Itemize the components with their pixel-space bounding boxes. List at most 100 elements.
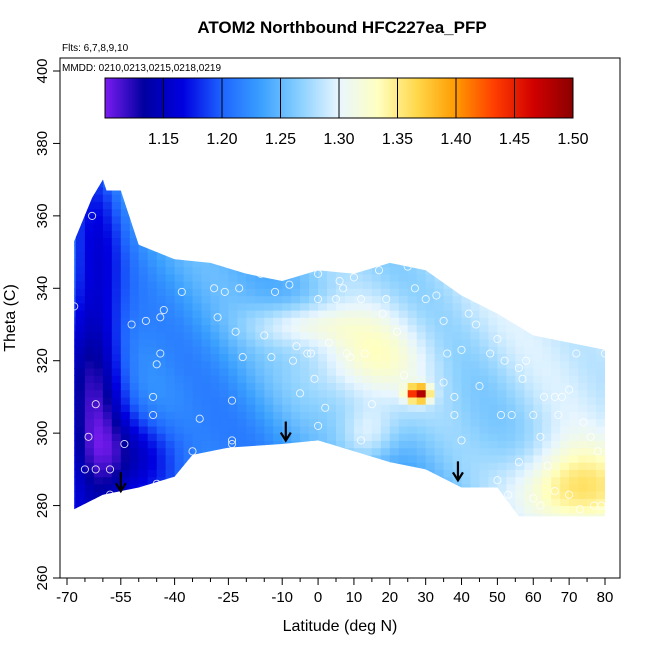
field-cell: [434, 281, 445, 289]
field-cell: [488, 230, 498, 239]
field-cell: [389, 331, 400, 340]
field-cell: [228, 317, 238, 326]
field-cell: [165, 208, 176, 217]
field-cell: [336, 454, 346, 463]
field-cell: [183, 302, 194, 311]
field-cell: [506, 404, 516, 412]
field-cell: [291, 259, 301, 268]
field-cell: [237, 483, 247, 492]
field-cell: [371, 252, 382, 260]
field-cell: [461, 512, 472, 517]
field-cell: [443, 418, 454, 427]
field-cell: [461, 179, 472, 188]
field-cell: [407, 462, 418, 470]
field-cell: [138, 360, 149, 369]
field-cell: [569, 252, 579, 260]
field-cell: [174, 295, 185, 304]
sample-point: [303, 349, 312, 358]
field-cell: [425, 259, 436, 268]
field-cell: [111, 469, 122, 478]
field-cell: [219, 310, 229, 318]
field-cell: [452, 382, 463, 391]
field-cell: [120, 411, 131, 420]
field-cell: [461, 425, 472, 434]
y-tick-label: 360: [34, 203, 51, 228]
field-cell: [201, 288, 212, 297]
field-cell: [174, 317, 185, 326]
field-cell: [389, 194, 400, 202]
field-cell: [506, 353, 516, 362]
field-cell: [515, 396, 525, 405]
field-cell: [138, 353, 149, 362]
field-cell: [362, 186, 373, 195]
field-cell: [255, 404, 265, 412]
field-cell: [74, 375, 77, 383]
field-cell: [416, 396, 427, 405]
field-cell: [138, 339, 149, 347]
field-cell: [497, 368, 507, 376]
field-cell: [497, 483, 507, 492]
field-cell: [183, 498, 194, 507]
field-cell: [533, 302, 543, 311]
field-cell: [353, 295, 364, 304]
field-cell: [596, 252, 605, 260]
field-cell: [506, 483, 516, 492]
field-cell: [156, 237, 167, 246]
field-cell: [282, 505, 292, 514]
field-cell: [533, 375, 543, 383]
field-cell: [93, 396, 104, 405]
field-cell: [183, 505, 194, 514]
colorbar-tick-label: 1.30: [323, 131, 354, 148]
field-cell: [524, 360, 534, 369]
field-cell: [542, 440, 552, 449]
field-cell: [461, 179, 472, 181]
field-cell: [587, 295, 597, 304]
field-cell: [120, 317, 131, 326]
field-cell: [560, 462, 570, 470]
field-cell: [174, 252, 185, 260]
field-cell: [515, 281, 525, 289]
field-cell: [488, 186, 498, 195]
field-cell: [461, 454, 472, 463]
sample-point: [457, 436, 466, 445]
field-cell: [138, 462, 149, 470]
field-cell: [524, 346, 534, 354]
field-cell: [327, 186, 337, 195]
field-cell: [327, 331, 337, 340]
field-cell: [587, 454, 597, 463]
field-cell: [264, 310, 274, 318]
field-cell: [470, 360, 481, 369]
field-cell: [138, 179, 149, 181]
field-cell: [147, 230, 158, 239]
field-cell: [407, 346, 418, 354]
field-cell: [264, 295, 274, 304]
field-cell: [416, 346, 427, 354]
field-cell: [452, 447, 463, 456]
field-cell: [183, 389, 194, 398]
field-cell: [309, 230, 319, 239]
field-cell: [371, 433, 382, 441]
field-cell: [362, 462, 373, 470]
field-cell: [300, 505, 310, 514]
field-cell: [479, 339, 490, 347]
field-cell: [336, 230, 346, 239]
field-cell: [479, 259, 490, 268]
field-cell: [506, 237, 516, 246]
field-cell: [578, 244, 588, 253]
field-cell: [102, 454, 113, 463]
field-cell: [380, 194, 391, 202]
field-cell: [515, 433, 525, 441]
field-cell: [488, 396, 498, 405]
field-cell: [407, 194, 418, 202]
field-cell: [74, 324, 77, 333]
sample-point: [496, 410, 506, 420]
field-cell: [380, 396, 391, 405]
field-cell: [362, 331, 373, 340]
field-cell: [587, 302, 597, 311]
field-cell: [147, 252, 158, 260]
field-cell: [452, 215, 463, 224]
field-cell: [551, 396, 561, 405]
field-cell: [578, 339, 588, 347]
field-cell: [147, 498, 158, 507]
field-cell: [183, 375, 194, 383]
